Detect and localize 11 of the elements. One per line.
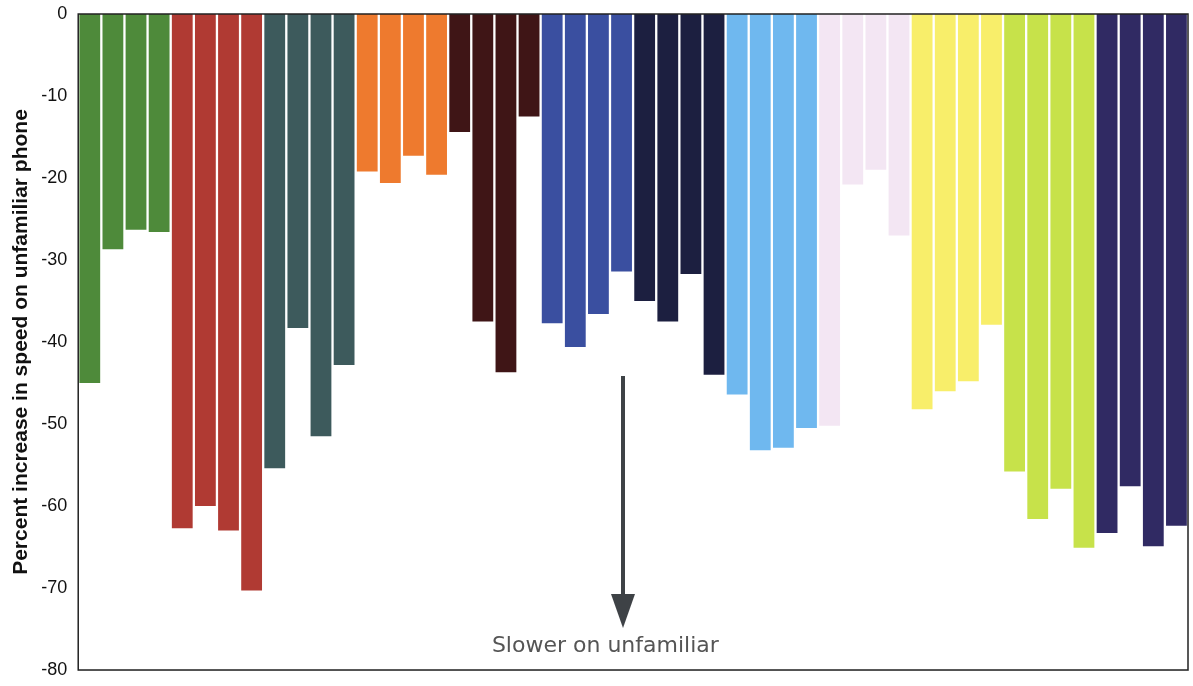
y-tick-label: -40 xyxy=(41,330,68,351)
y-tick-label: -50 xyxy=(41,412,68,433)
y-tick-label: -80 xyxy=(41,658,68,679)
y-axis-title: Percent increase in speed on unfamiliar phone xyxy=(8,109,32,575)
y-tick-label: 0 xyxy=(57,2,68,23)
y-tick-label: -10 xyxy=(41,84,68,105)
y-tick-label: -70 xyxy=(41,576,68,597)
annotation: Slower on unfamiliar xyxy=(491,632,720,657)
y-tick-label: -30 xyxy=(41,248,68,269)
y-tick-label: -60 xyxy=(41,494,68,515)
y-tick-label: -20 xyxy=(41,166,68,187)
